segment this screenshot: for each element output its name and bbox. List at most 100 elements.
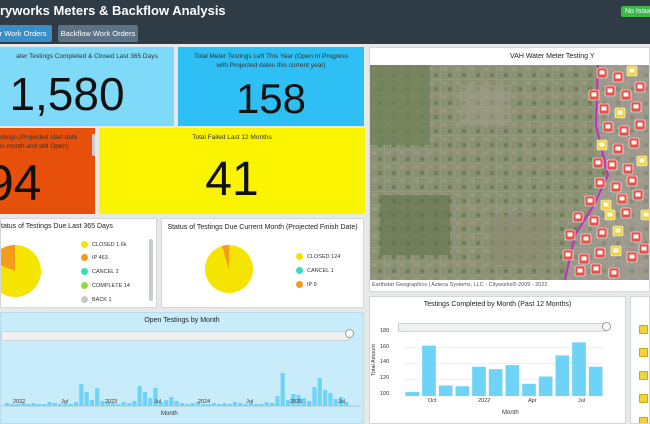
bar[interactable] [105, 402, 110, 406]
work-order-marker[interactable] [578, 253, 590, 265]
legend-item[interactable]: CANCEL 1 [296, 267, 334, 274]
bar[interactable] [26, 404, 31, 406]
range-handle-right[interactable] [602, 322, 611, 331]
bar[interactable] [285, 400, 291, 406]
bar[interactable] [588, 366, 603, 396]
work-order-marker[interactable] [620, 89, 632, 101]
list-item-flag-icon[interactable] [639, 348, 648, 357]
bar[interactable] [179, 403, 185, 406]
bar[interactable] [79, 384, 84, 406]
legend-item[interactable]: CLOSED 1.6k [81, 241, 127, 248]
work-order-marker[interactable] [612, 71, 624, 83]
work-order-marker[interactable] [610, 181, 622, 193]
work-order-marker[interactable] [618, 125, 630, 137]
work-order-marker[interactable] [636, 155, 648, 167]
legend-item[interactable]: IP 9 [296, 281, 317, 288]
bar[interactable] [95, 388, 100, 406]
work-order-marker[interactable] [592, 157, 604, 169]
work-order-marker[interactable] [564, 229, 576, 241]
bar[interactable] [206, 404, 211, 406]
work-order-marker[interactable] [596, 139, 608, 151]
work-order-marker[interactable] [634, 119, 646, 131]
work-order-marker[interactable] [588, 89, 600, 101]
bar[interactable] [472, 366, 486, 396]
bar[interactable] [243, 404, 248, 406]
bar[interactable] [254, 404, 259, 406]
list-item-flag-icon[interactable] [639, 394, 648, 403]
work-order-marker[interactable] [626, 175, 638, 187]
bar[interactable] [538, 376, 553, 397]
bar[interactable] [153, 388, 158, 406]
work-order-marker[interactable] [596, 227, 608, 239]
bar[interactable] [31, 403, 36, 406]
bar[interactable] [488, 369, 503, 396]
bar[interactable] [195, 402, 200, 406]
legend-item[interactable]: BACK 1 [81, 296, 112, 303]
bar[interactable] [111, 403, 116, 406]
work-order-marker[interactable] [604, 85, 616, 97]
bar[interactable] [20, 403, 26, 406]
work-order-marker[interactable] [584, 195, 596, 207]
list-item-flag-icon[interactable] [639, 325, 648, 334]
bar[interactable] [84, 392, 89, 406]
bar[interactable] [100, 401, 105, 406]
bar[interactable] [10, 404, 15, 406]
bar[interactable] [317, 378, 322, 406]
bar[interactable] [455, 386, 470, 396]
legend-item[interactable]: CANCEL 2 [81, 268, 119, 275]
bar[interactable] [52, 403, 57, 406]
bar[interactable] [132, 401, 137, 406]
work-order-marker[interactable] [620, 207, 632, 219]
scrollbar[interactable] [92, 134, 95, 156]
work-order-marker[interactable] [630, 101, 642, 113]
bar[interactable] [58, 404, 63, 406]
bar[interactable] [227, 404, 232, 406]
bar[interactable] [116, 404, 121, 406]
tab-meter-work-orders[interactable]: er Work Orders [0, 25, 52, 42]
bar[interactable] [248, 403, 253, 406]
work-order-marker[interactable] [608, 267, 620, 279]
work-order-marker[interactable] [622, 163, 634, 175]
map-view[interactable] [370, 65, 650, 280]
bar[interactable] [505, 365, 520, 396]
bar[interactable] [259, 404, 264, 406]
bar[interactable] [148, 398, 153, 406]
work-order-marker[interactable] [616, 193, 628, 205]
bar[interactable] [190, 403, 195, 406]
work-order-marker[interactable] [614, 107, 626, 119]
work-order-marker[interactable] [580, 233, 592, 245]
bar[interactable] [238, 403, 243, 406]
bar[interactable] [142, 392, 147, 406]
bar[interactable] [222, 403, 227, 406]
bar[interactable] [555, 355, 570, 396]
work-order-marker[interactable] [630, 231, 642, 243]
bar[interactable] [137, 386, 142, 406]
bar[interactable] [405, 391, 420, 396]
work-order-markers[interactable] [370, 65, 650, 280]
bar[interactable] [211, 403, 216, 406]
work-order-marker[interactable] [606, 159, 618, 171]
work-order-marker[interactable] [594, 247, 606, 259]
bar[interactable] [338, 397, 344, 406]
list-item-flag-icon[interactable] [639, 417, 648, 423]
bar[interactable] [158, 402, 163, 406]
tab-backflow-work-orders[interactable]: Backflow Work Orders [58, 25, 138, 42]
bar[interactable] [438, 385, 453, 396]
bar[interactable] [301, 398, 306, 406]
legend-item[interactable]: COMPLETE 14 [81, 282, 130, 289]
work-order-marker[interactable] [626, 251, 638, 263]
work-order-marker[interactable] [626, 65, 638, 77]
work-order-marker[interactable] [572, 211, 584, 223]
pie-slice-ip[interactable] [222, 244, 229, 269]
bar[interactable] [296, 395, 301, 406]
bar[interactable] [15, 404, 20, 406]
bar[interactable] [572, 342, 586, 396]
bar[interactable] [422, 345, 436, 396]
bar[interactable] [312, 387, 317, 406]
bar[interactable] [232, 402, 238, 406]
work-order-marker[interactable] [634, 81, 646, 93]
bar[interactable] [201, 404, 206, 406]
bar[interactable] [264, 402, 269, 406]
list-item-flag-icon[interactable] [639, 371, 648, 380]
work-order-marker[interactable] [612, 225, 624, 237]
